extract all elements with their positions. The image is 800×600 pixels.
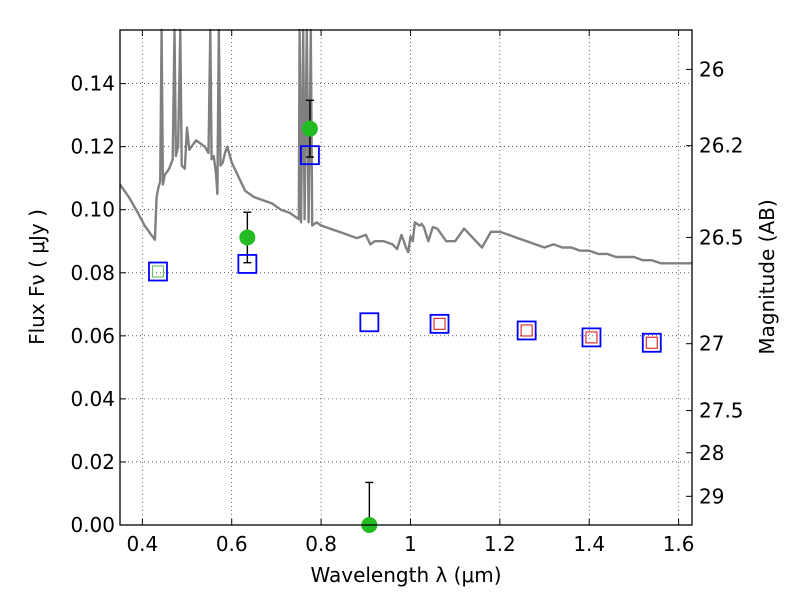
model-flux-square xyxy=(429,313,450,334)
y-axis-title: Flux Fν ( μJy ) xyxy=(25,209,49,345)
photometry-layer xyxy=(148,99,662,533)
observed-flux-point xyxy=(301,120,318,137)
right-tick-label: 28 xyxy=(699,441,724,465)
right-tick-label: 26.2 xyxy=(699,134,744,158)
y-tick-label: 0.06 xyxy=(70,324,115,348)
y-tick-label: 0.10 xyxy=(70,198,115,222)
inner-flux-square xyxy=(645,336,658,349)
model-flux-square xyxy=(641,332,662,353)
x-tick-label: 1.2 xyxy=(484,532,516,556)
model-flux-square xyxy=(359,312,380,333)
x-axis-title: Wavelength λ (μm) xyxy=(310,563,501,587)
y-tick-label: 0.14 xyxy=(70,72,115,96)
model-flux-square xyxy=(516,320,537,341)
plot-frame xyxy=(119,29,693,526)
right-tick-label: 27 xyxy=(699,332,724,356)
model-flux-square xyxy=(237,254,258,274)
right-tick-label: 27.5 xyxy=(699,399,744,423)
observed-flux-point xyxy=(239,229,256,246)
inner-flux-square xyxy=(585,331,598,344)
x-tick-label: 1.4 xyxy=(573,532,605,556)
y-tick-label: 0.04 xyxy=(70,387,115,411)
model-flux-square xyxy=(581,327,602,348)
right-tick-label: 26.5 xyxy=(699,225,744,249)
inner-flux-square xyxy=(520,324,533,337)
y-tick-label: 0.02 xyxy=(70,450,115,474)
y-tick-label: 0.12 xyxy=(70,135,115,159)
inner-flux-square xyxy=(151,265,165,278)
right-tick-label: 26 xyxy=(699,57,724,81)
x-tick-label: 1.6 xyxy=(663,532,695,556)
inner-flux-square xyxy=(433,317,446,330)
axis-ticks: 0.4 0.6 0.8 1 1.2 1.4 1.6 0.00 0.02 0.04 0.06 0.08 0… xyxy=(70,30,744,556)
x-tick-label: 1 xyxy=(404,532,417,556)
model-spectrum-layer xyxy=(119,28,692,265)
x-tick-label: 0.6 xyxy=(216,532,248,556)
model-flux-square xyxy=(300,145,320,166)
model-spectrum-line xyxy=(119,28,692,265)
x-tick-label: 0.4 xyxy=(126,532,158,556)
y-tick-label: 0.00 xyxy=(70,513,115,537)
grid xyxy=(120,30,692,526)
right-tick-label: 29 xyxy=(699,484,724,508)
right-axis-title: Magnitude (AB) xyxy=(755,199,779,354)
x-tick-label: 0.8 xyxy=(305,532,337,556)
model-flux-square xyxy=(148,261,168,282)
y-tick-label: 0.08 xyxy=(70,261,115,285)
